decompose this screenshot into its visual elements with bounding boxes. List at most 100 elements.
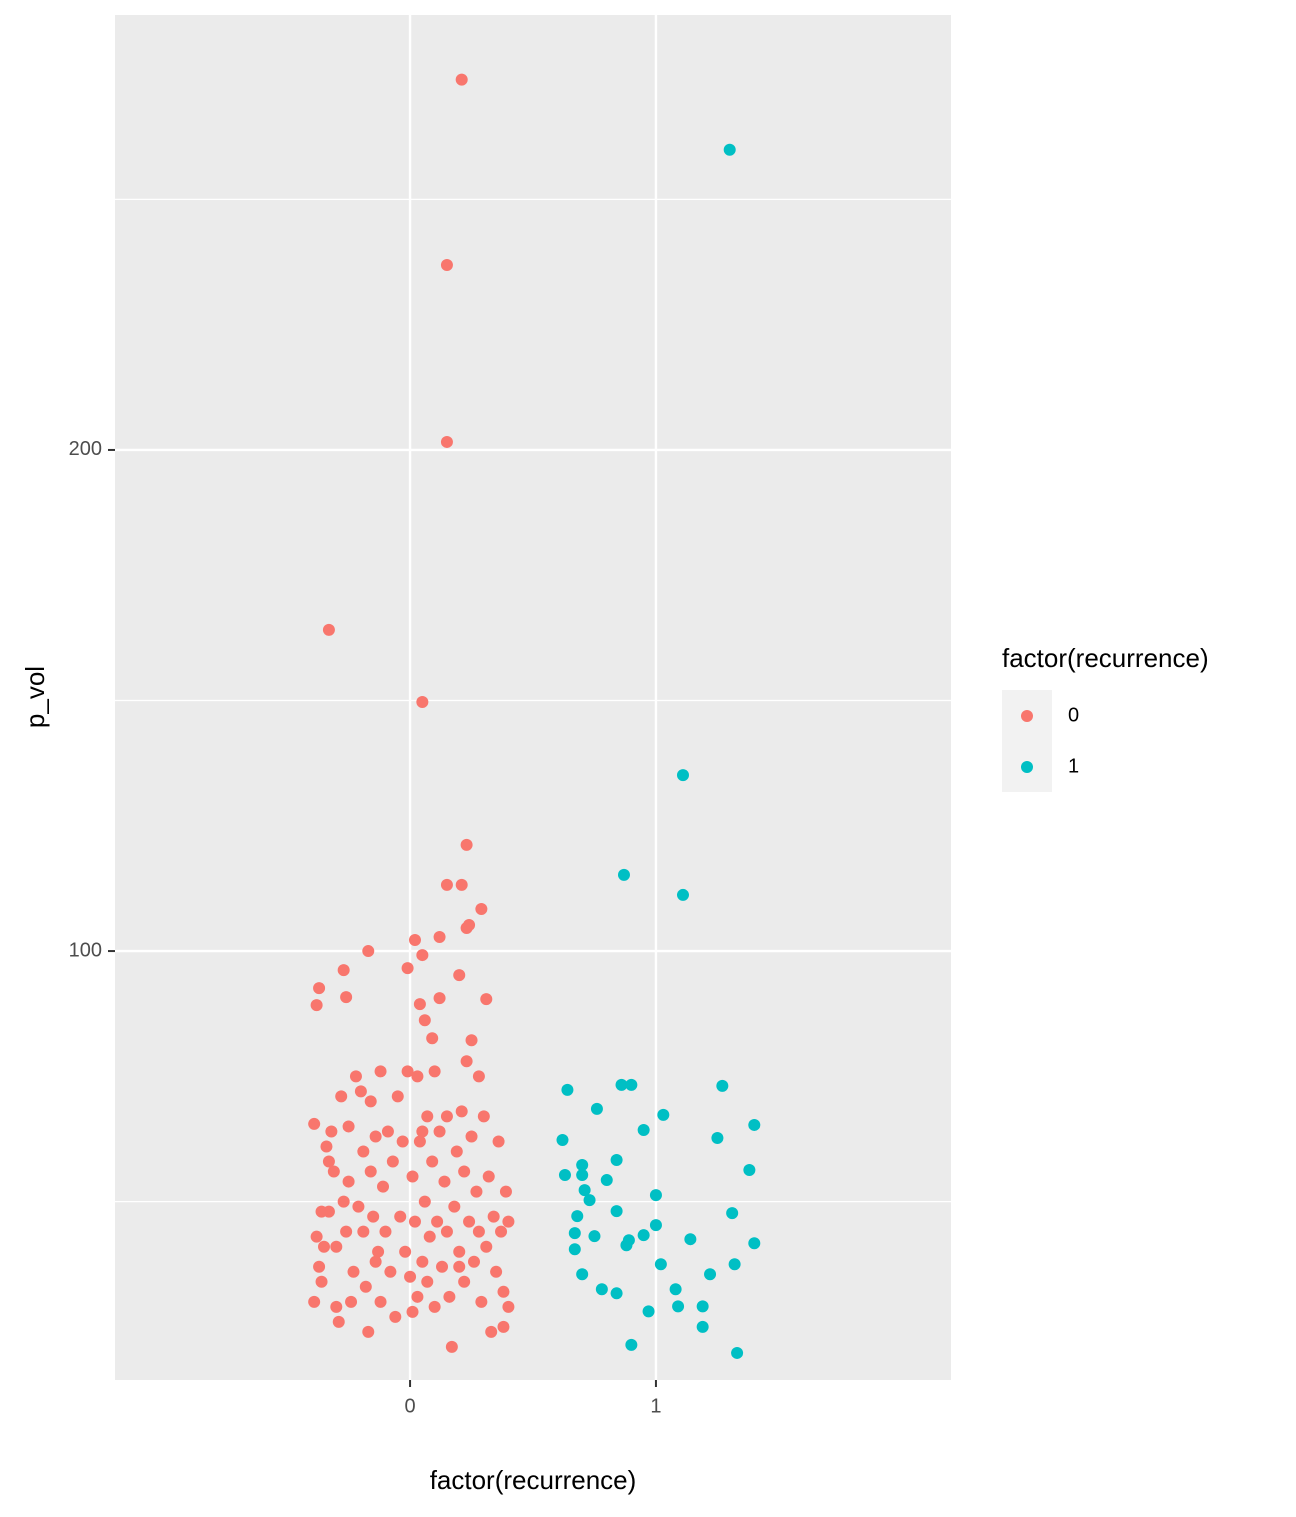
point (571, 1210, 584, 1223)
point (669, 1283, 682, 1296)
point (411, 1290, 424, 1303)
point (448, 1200, 461, 1213)
point (460, 838, 473, 851)
legend-label: 0 (1068, 704, 1079, 726)
point (313, 982, 326, 995)
point (349, 1070, 362, 1083)
point (440, 1225, 453, 1238)
point (418, 1014, 431, 1027)
point (313, 1260, 326, 1273)
point (595, 1283, 608, 1296)
point (367, 1210, 380, 1223)
point (711, 1131, 724, 1144)
point (465, 1034, 478, 1047)
point (327, 1165, 340, 1178)
point (330, 1240, 343, 1253)
point (320, 1140, 333, 1153)
point (497, 1320, 510, 1333)
point (475, 902, 488, 915)
point (372, 1245, 385, 1258)
x-axis-label: factor(recurrence) (430, 1465, 637, 1495)
point (453, 1260, 466, 1273)
point (440, 259, 453, 272)
point (458, 1165, 471, 1178)
point (445, 1340, 458, 1353)
point (748, 1118, 761, 1131)
point (406, 1305, 419, 1318)
point (731, 1346, 744, 1359)
point (433, 1125, 446, 1138)
point (480, 1240, 493, 1253)
point (406, 1170, 419, 1183)
point (352, 1200, 365, 1213)
point (394, 1210, 407, 1223)
point (578, 1184, 591, 1197)
point (364, 1165, 377, 1178)
point (443, 1290, 456, 1303)
point (460, 922, 473, 935)
y-tick-label: 200 (69, 438, 102, 460)
point (455, 73, 468, 86)
point (389, 1310, 402, 1323)
point (377, 1180, 390, 1193)
point (374, 1295, 387, 1308)
point (495, 1225, 508, 1238)
point (404, 1270, 417, 1283)
point (487, 1210, 500, 1223)
point (428, 1065, 441, 1078)
point (413, 1135, 426, 1148)
point (345, 1295, 358, 1308)
y-axis-label: p_vol (20, 666, 50, 728)
point (588, 1230, 601, 1243)
point (408, 934, 421, 947)
point (308, 1295, 321, 1308)
point (416, 1255, 429, 1268)
point (379, 1225, 392, 1238)
point (318, 1240, 330, 1253)
point (625, 1078, 638, 1091)
point (576, 1268, 589, 1281)
point (436, 1260, 449, 1273)
point (362, 945, 375, 958)
point (482, 1170, 495, 1183)
point (342, 1175, 355, 1188)
point (502, 1300, 515, 1313)
legend-title: factor(recurrence) (1002, 643, 1209, 673)
point (497, 1285, 510, 1298)
point (676, 769, 689, 782)
point (576, 1159, 589, 1172)
point (610, 1154, 623, 1167)
point (438, 1175, 451, 1188)
point (391, 1090, 404, 1103)
point (362, 1325, 375, 1338)
point (413, 998, 426, 1011)
point (408, 1215, 421, 1228)
point (723, 143, 736, 156)
point (369, 1130, 382, 1143)
point (485, 1325, 498, 1338)
point (386, 1155, 399, 1168)
point (426, 1155, 439, 1168)
point (354, 1085, 367, 1098)
point (440, 435, 453, 448)
point (330, 1300, 343, 1313)
point (337, 964, 350, 977)
point (696, 1300, 709, 1313)
point (322, 623, 335, 636)
point (728, 1258, 741, 1271)
point (374, 1065, 387, 1078)
point (347, 1265, 360, 1278)
point (401, 962, 414, 975)
point (561, 1083, 574, 1096)
panel (115, 15, 951, 1380)
point (499, 1185, 512, 1198)
point (610, 1287, 623, 1300)
point (490, 1265, 503, 1278)
point (696, 1320, 709, 1333)
point (310, 999, 323, 1012)
point (472, 1225, 485, 1238)
point (590, 1102, 603, 1115)
point (416, 696, 429, 709)
legend-marker (1021, 710, 1033, 722)
